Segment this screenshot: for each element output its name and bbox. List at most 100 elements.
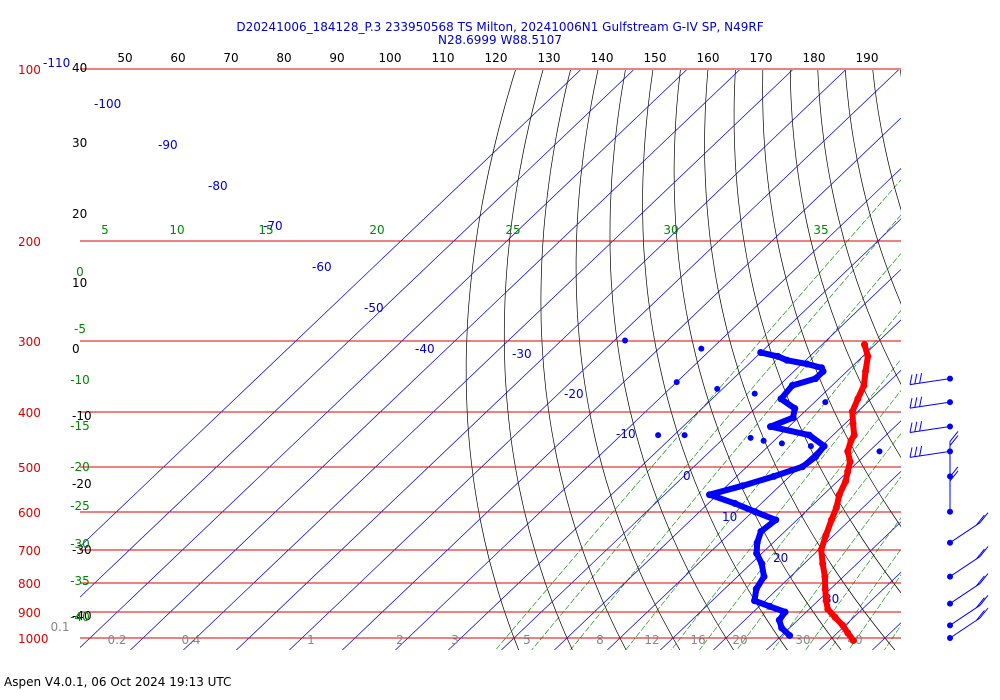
dewpoint-profile-point bbox=[774, 352, 782, 360]
dry-adiabat-line bbox=[733, 70, 901, 594]
isotherms bbox=[80, 70, 1000, 650]
mixing-ratio-label: -30 bbox=[70, 537, 90, 551]
dewpoint-profile-point bbox=[772, 516, 780, 524]
dewpoint-profile-point bbox=[706, 491, 713, 499]
dewpoint-profile-point bbox=[757, 349, 765, 356]
dewpoint-dropout-point bbox=[655, 432, 662, 439]
mixing-ratio-line bbox=[670, 358, 901, 650]
top-axis-tick: 80 bbox=[276, 51, 291, 65]
mixing-ratio-label: -15 bbox=[70, 419, 90, 433]
temperature-profile-point bbox=[847, 437, 855, 445]
top-axis-tick: 120 bbox=[485, 51, 508, 65]
temperature-profile-point bbox=[842, 477, 850, 485]
dewpoint-profile-point bbox=[751, 597, 758, 605]
wind-barb bbox=[947, 573, 989, 607]
dewpoint-profile-point bbox=[783, 356, 791, 364]
dry-adiabat-line bbox=[817, 70, 901, 385]
wind-barb bbox=[909, 396, 953, 409]
temperature-profile-point bbox=[822, 597, 830, 605]
chart-title: D20241006_184128_P.3 233950568 TS Milton… bbox=[0, 21, 1000, 47]
pressure-label: 800 bbox=[18, 577, 41, 591]
mixing-ratio-label: 15 bbox=[258, 223, 273, 237]
dewpoint-dropout-point bbox=[714, 385, 721, 392]
temperature-profile-point bbox=[849, 420, 857, 428]
isotherm-line bbox=[289, 70, 899, 650]
isotherm-label: -40 bbox=[415, 342, 435, 356]
wind-barbs bbox=[909, 373, 989, 641]
wind-barb bbox=[947, 431, 959, 480]
temperature-profile-point bbox=[824, 605, 832, 613]
mixing-ratio-line bbox=[495, 179, 901, 650]
dewpoint-profile-point bbox=[731, 499, 739, 507]
mixing-ratio-line bbox=[570, 252, 901, 650]
mixing-ratio-line bbox=[848, 574, 901, 650]
top-axis-tick: 70 bbox=[223, 51, 238, 65]
temperature-profile-point bbox=[854, 395, 862, 403]
dewpoint-profile-point bbox=[781, 608, 789, 616]
isotherm-line bbox=[342, 117, 901, 650]
isotherm-label: 0 bbox=[683, 469, 691, 483]
dewpoint-profile-point bbox=[770, 472, 778, 480]
temperature-profile-point bbox=[819, 560, 827, 568]
isotherm-label: 20 bbox=[773, 551, 788, 565]
dewpoint-profile-point bbox=[757, 528, 765, 535]
top-axis-tick: 170 bbox=[750, 51, 773, 65]
dewpoint-dropout-point bbox=[673, 379, 680, 386]
mixing-ratio-label: -40 bbox=[70, 610, 90, 624]
dewpoint-profile-point bbox=[812, 453, 820, 461]
pressure-label: 600 bbox=[18, 506, 41, 520]
left-axis-tick: -10 bbox=[72, 409, 92, 423]
dry-adiabats bbox=[465, 70, 1000, 650]
mixing-ratio-line bbox=[772, 476, 901, 650]
temperature-profile-point bbox=[832, 504, 840, 512]
left-axis-tick: -40 bbox=[72, 609, 92, 623]
isotherm-line bbox=[80, 70, 687, 649]
pressure-label: 400 bbox=[18, 406, 41, 420]
pressure-label: 300 bbox=[18, 335, 41, 349]
mixing-ratio-lines bbox=[495, 179, 901, 650]
dry-adiabat-line bbox=[762, 70, 901, 528]
isotherm-line bbox=[501, 268, 901, 650]
dry-adiabat-line bbox=[928, 70, 1000, 650]
wind-barb bbox=[947, 607, 989, 641]
temperature-profile-point bbox=[846, 458, 854, 466]
dewpoint-dropout-point bbox=[751, 390, 758, 397]
top-axis-tick: 60 bbox=[170, 51, 185, 65]
top-axis-tick: 140 bbox=[591, 51, 614, 65]
mixing-ratio-line bbox=[531, 214, 901, 650]
temperature-profile-point bbox=[848, 408, 856, 416]
mixing-ratio-label: -10 bbox=[70, 373, 90, 387]
temperature-profile-point bbox=[828, 516, 835, 524]
bottom-label: 0.1 bbox=[50, 620, 69, 634]
mixing-ratio-label: 30 bbox=[663, 223, 678, 237]
isotherm-line bbox=[925, 70, 1000, 650]
mixing-ratio-label: 5 bbox=[101, 223, 109, 237]
wind-barb bbox=[909, 445, 953, 458]
bottom-label: 2 bbox=[396, 633, 404, 647]
pressure-label: 100 bbox=[18, 63, 41, 77]
bottom-label: 5 bbox=[523, 633, 531, 647]
isotherm-line bbox=[713, 470, 901, 650]
mixing-ratio-line bbox=[699, 390, 901, 650]
bottom-label: 30 bbox=[795, 633, 810, 647]
temperature-profile-point bbox=[817, 546, 825, 554]
left-axis-tick: 20 bbox=[72, 207, 87, 221]
isotherm-label: -90 bbox=[158, 138, 178, 152]
dewpoint-profile bbox=[706, 349, 828, 639]
wind-barb bbox=[947, 466, 959, 515]
top-axis-tick: 100 bbox=[379, 51, 402, 65]
temperature-profile-point bbox=[864, 352, 872, 360]
top-axis-tick: 180 bbox=[803, 51, 826, 65]
top-axis-tick: 90 bbox=[329, 51, 344, 65]
isotherm-line bbox=[448, 218, 901, 650]
dry-adiabat-line bbox=[609, 70, 734, 650]
mixing-ratio-label: 10 bbox=[169, 223, 184, 237]
dry-adiabat-line bbox=[955, 70, 1000, 650]
isotherm-line bbox=[183, 70, 793, 650]
dry-adiabat-line bbox=[540, 70, 627, 650]
temperature-profile-point bbox=[821, 573, 829, 581]
dewpoint-profile-point bbox=[812, 375, 819, 383]
bottom-label: 0.2 bbox=[107, 633, 126, 647]
isotherm-line bbox=[607, 369, 901, 650]
